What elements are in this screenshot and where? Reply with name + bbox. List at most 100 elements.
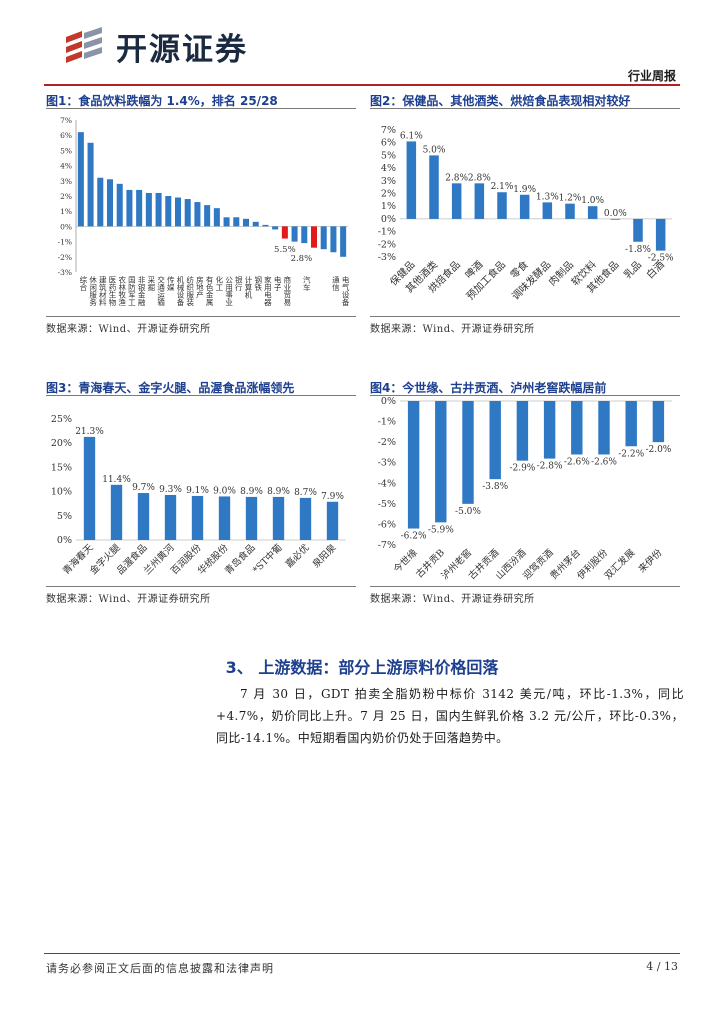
y-tick-label: 2% bbox=[381, 189, 396, 200]
bar bbox=[429, 155, 439, 219]
category-label: 双汇发展 bbox=[602, 546, 638, 582]
y-tick-label: -2% bbox=[58, 253, 72, 262]
y-tick-label: -2% bbox=[378, 437, 396, 448]
bar bbox=[218, 496, 231, 540]
category-label: 家用电器 bbox=[263, 275, 272, 308]
bar bbox=[571, 401, 583, 455]
y-tick-label: -4% bbox=[378, 478, 396, 489]
bar bbox=[407, 401, 420, 529]
category-label: 公用事业 bbox=[224, 276, 233, 306]
data-label: -2.5% bbox=[648, 254, 674, 264]
figure-1-source: 数据来源：Wind、开源证券研究所 bbox=[46, 324, 211, 335]
category-label: 肉制品 bbox=[546, 258, 576, 288]
section-paragraph: 7 月 30 日，GDT 拍卖全脂奶粉中标价 3142 美元/吨，环比-1.3%… bbox=[216, 687, 684, 745]
data-label: -5.0% bbox=[455, 507, 481, 517]
category-label: 泉阳泉 bbox=[310, 541, 339, 570]
footer-rule bbox=[44, 953, 680, 954]
data-label: -5.9% bbox=[428, 525, 454, 535]
figure-1-title: 图1：食品饮料跌幅为 1.4%，排名 25/28 bbox=[46, 94, 278, 108]
bar bbox=[165, 196, 172, 227]
bar bbox=[543, 401, 556, 459]
bar bbox=[145, 192, 152, 227]
category-label: 休闲服务 bbox=[88, 275, 97, 308]
data-label: 5.0% bbox=[423, 145, 446, 155]
y-tick-label: -1% bbox=[58, 238, 72, 247]
category-label: 汽车 bbox=[302, 275, 311, 293]
bar bbox=[497, 192, 507, 219]
figure-4-source: 数据来源：Wind、开源证券研究所 bbox=[370, 594, 535, 605]
bar bbox=[299, 497, 312, 540]
data-label: 8.9% bbox=[267, 487, 290, 497]
y-tick-label: 4% bbox=[60, 162, 72, 171]
figure-2-bottom-rule bbox=[370, 316, 680, 317]
category-label: 交通运输 bbox=[156, 275, 165, 308]
data-label: 9.0% bbox=[213, 486, 236, 496]
figure-1-chart: 7% 6% 5% 4% 3% 2% 1% 0% -1% -2% -3% 综合 休闲服务 建筑材料 医药生物农… bbox=[58, 116, 351, 308]
category-label: 电子 bbox=[273, 275, 282, 292]
data-label: 2.1% bbox=[491, 182, 514, 192]
data-label: -2.6% bbox=[564, 457, 590, 467]
data-label: -2.9% bbox=[509, 464, 535, 474]
category-label: 非银金融 bbox=[137, 275, 146, 308]
data-label: 9.3% bbox=[159, 485, 182, 495]
y-tick-label: 5% bbox=[57, 511, 72, 522]
bar bbox=[252, 221, 259, 227]
figure-3-title: 图3：青海春天、金字火腿、品渥食品涨幅领先 bbox=[46, 381, 295, 395]
bar bbox=[245, 496, 258, 540]
figure-2-source: 数据来源：Wind、开源证券研究所 bbox=[370, 324, 535, 335]
bar bbox=[652, 401, 665, 443]
y-tick-label: 0% bbox=[60, 222, 72, 231]
y-tick-label: 10% bbox=[51, 487, 72, 498]
bar bbox=[655, 218, 666, 251]
y-tick-label: -7% bbox=[378, 540, 396, 551]
data-label: 9.7% bbox=[132, 483, 155, 493]
figure-4-bottom-rule bbox=[370, 586, 680, 587]
bar bbox=[610, 218, 621, 220]
bar bbox=[598, 401, 610, 455]
bar bbox=[310, 226, 318, 248]
bar bbox=[87, 142, 94, 227]
data-label: 8.7% bbox=[294, 488, 317, 498]
data-label: 21.3% bbox=[75, 427, 104, 437]
data-label: 9.1% bbox=[186, 486, 209, 496]
y-tick-label: -1% bbox=[378, 417, 396, 428]
category-label: 农林牧渔 bbox=[117, 275, 126, 307]
bar bbox=[320, 226, 327, 250]
y-tick-label: 3% bbox=[381, 176, 396, 187]
logo-mark-icon bbox=[66, 26, 102, 63]
bar bbox=[106, 179, 114, 227]
y-tick-label: 20% bbox=[51, 438, 72, 449]
bar bbox=[625, 401, 637, 447]
y-tick-label: -3% bbox=[378, 458, 396, 469]
bar bbox=[97, 177, 104, 227]
y-tick-label: 1% bbox=[60, 207, 72, 216]
y-tick-label: -3% bbox=[58, 268, 72, 277]
data-label: 6.1% bbox=[400, 131, 423, 141]
data-label: 11.4% bbox=[102, 475, 131, 485]
figure-2-title-rule bbox=[370, 108, 680, 109]
bar bbox=[519, 194, 530, 219]
bar bbox=[542, 202, 553, 219]
bar bbox=[137, 493, 150, 540]
bar bbox=[233, 217, 240, 227]
figure-4-title-rule bbox=[370, 395, 680, 396]
category-label: 建筑材料 bbox=[98, 275, 107, 308]
bar bbox=[462, 401, 474, 504]
y-tick-label: 3% bbox=[60, 177, 72, 186]
category-label: 医药生物 bbox=[108, 276, 117, 308]
bar bbox=[340, 226, 347, 257]
bar bbox=[406, 141, 417, 219]
bar bbox=[633, 218, 643, 242]
footer-disclaimer: 请务必参阅正文后面的信息披露和法律声明 bbox=[46, 962, 274, 975]
y-tick-label: 0% bbox=[57, 535, 72, 546]
y-tick-label: 1% bbox=[381, 201, 396, 212]
bar bbox=[110, 484, 123, 540]
category-label: 化工 bbox=[215, 275, 224, 292]
y-tick-label: -3% bbox=[378, 252, 396, 263]
data-label: 8.9% bbox=[240, 487, 263, 497]
category-label: 纺织服装 bbox=[185, 275, 194, 308]
report-type: 行业周报 bbox=[627, 69, 676, 83]
category-label: 电气设备 bbox=[341, 275, 350, 308]
section-body: 7 月 30 日，GDT 拍卖全脂奶粉中标价 3142 美元/吨，环比-1.3%… bbox=[216, 683, 684, 749]
bar bbox=[77, 132, 84, 227]
